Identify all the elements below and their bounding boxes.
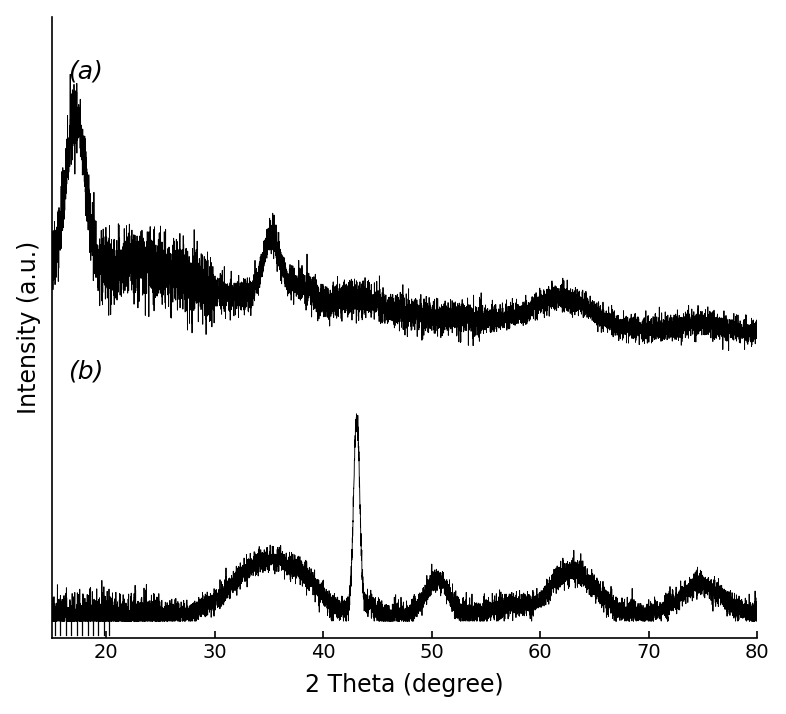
X-axis label: 2 Theta (degree): 2 Theta (degree) [305,673,504,698]
Text: (b): (b) [68,359,104,383]
Text: (a): (a) [68,60,103,84]
Y-axis label: Intensity (a.u.): Intensity (a.u.) [17,241,41,414]
